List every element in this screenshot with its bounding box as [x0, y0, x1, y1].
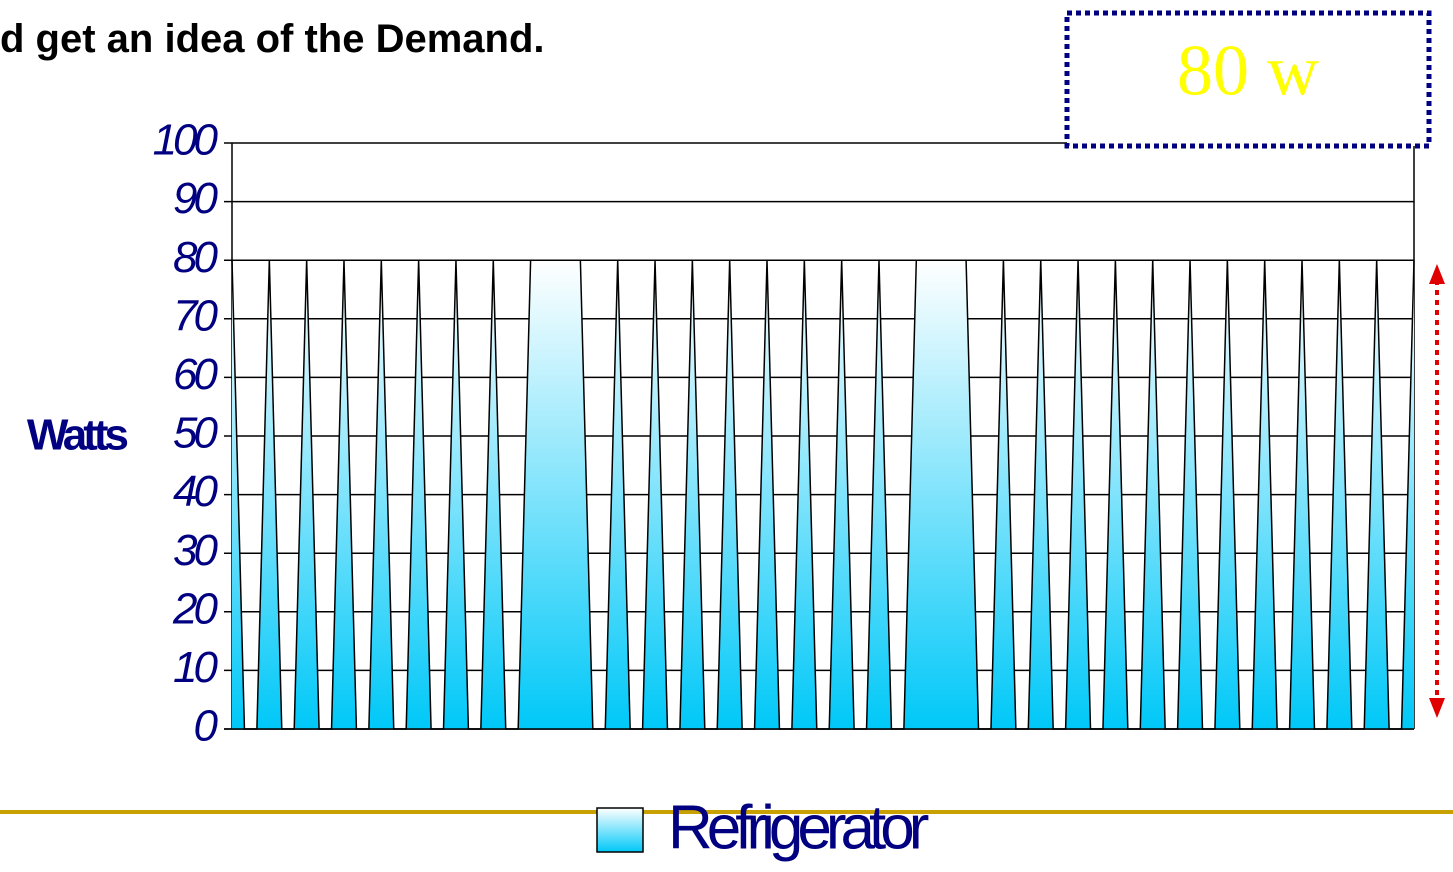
arrow-head [1429, 698, 1445, 718]
legend-label: Refrigerator [668, 793, 929, 862]
callout-box [1064, 10, 1432, 149]
arrow-head [1429, 264, 1445, 284]
y-tick-label: 10 [173, 643, 218, 692]
y-tick-label: 90 [173, 174, 218, 223]
y-tick-label: 30 [173, 526, 218, 575]
y-tick-label: 80 [173, 233, 218, 282]
y-tick-label: 100 [153, 116, 219, 165]
y-tick-label: 50 [173, 409, 218, 458]
legend-swatch [596, 807, 644, 853]
y-tick-label: 70 [173, 291, 218, 340]
y-tick-label: 0 [194, 702, 219, 751]
y-axis-label: Watts [27, 411, 128, 460]
y-tick-label: 40 [173, 467, 218, 516]
y-tick-label: 60 [173, 350, 218, 399]
callout-text: 80 w [1177, 31, 1319, 111]
y-tick-label: 20 [172, 584, 218, 633]
plot: 0 10 20 30 40 50 60 70 80 90 100 [153, 116, 1415, 751]
heading: d get an idea of the Demand. [0, 17, 545, 61]
